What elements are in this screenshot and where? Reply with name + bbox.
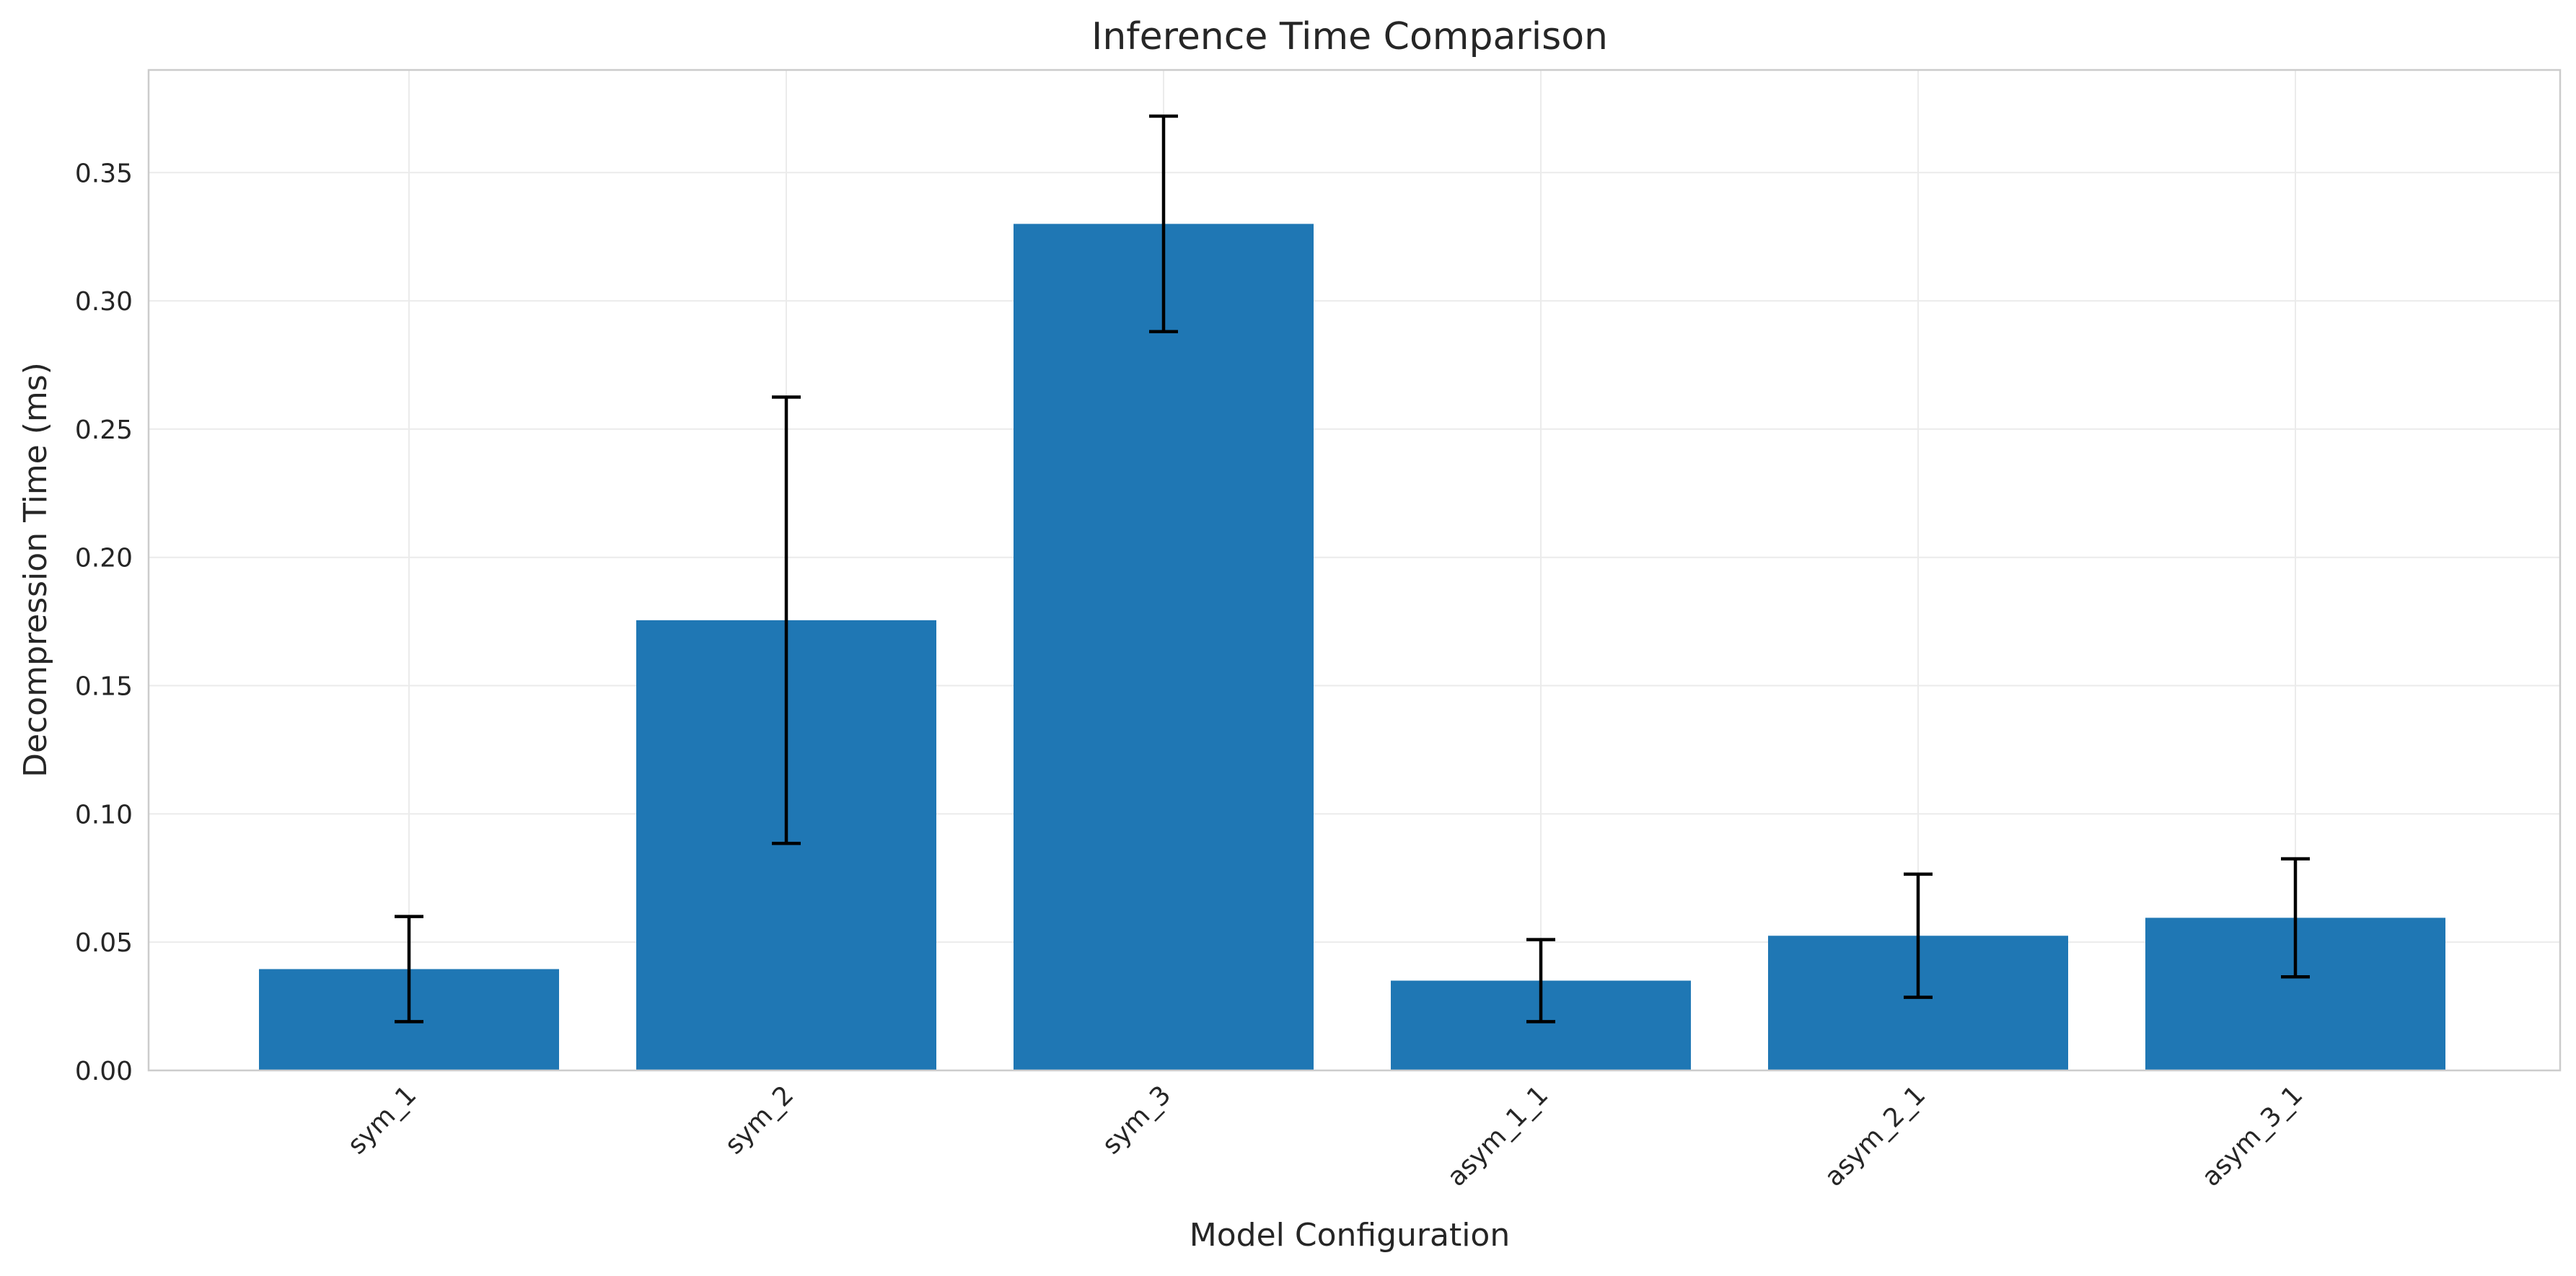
error-bar-sym_2	[772, 395, 801, 845]
axes-frame	[147, 69, 2562, 1072]
y-tick-label: 0.25	[75, 415, 133, 445]
error-bar-sym_1	[395, 915, 423, 1024]
y-tick-label: 0.00	[75, 1057, 133, 1086]
error-bars-layer	[395, 114, 2310, 1024]
y-tick-label: 0.20	[75, 544, 133, 573]
error-bar-asym_2_1	[1904, 872, 1933, 999]
x-axis-label: Model Configuration	[1190, 1217, 1511, 1254]
y-tick-labels: 0.00 0.05 0.10 0.15 0.20 0.25 0.30 0.35	[75, 159, 133, 1086]
bar-sym_3	[1014, 224, 1314, 1070]
chart-title: Inference Time Comparison	[1091, 15, 1608, 58]
y-tick-label: 0.05	[75, 928, 133, 958]
y-tick-label: 0.15	[75, 672, 133, 702]
error-bar-asym_1_1	[1526, 938, 1555, 1024]
y-tick-label: 0.10	[75, 800, 133, 830]
error-bar-asym_3_1	[2281, 857, 2310, 979]
error-bar-sym_3	[1149, 114, 1178, 334]
y-tick-label: 0.30	[75, 287, 133, 317]
y-tick-label: 0.35	[75, 159, 133, 188]
y-axis-label: Decompression Time (ms)	[17, 362, 54, 778]
bars-layer	[259, 224, 2445, 1070]
